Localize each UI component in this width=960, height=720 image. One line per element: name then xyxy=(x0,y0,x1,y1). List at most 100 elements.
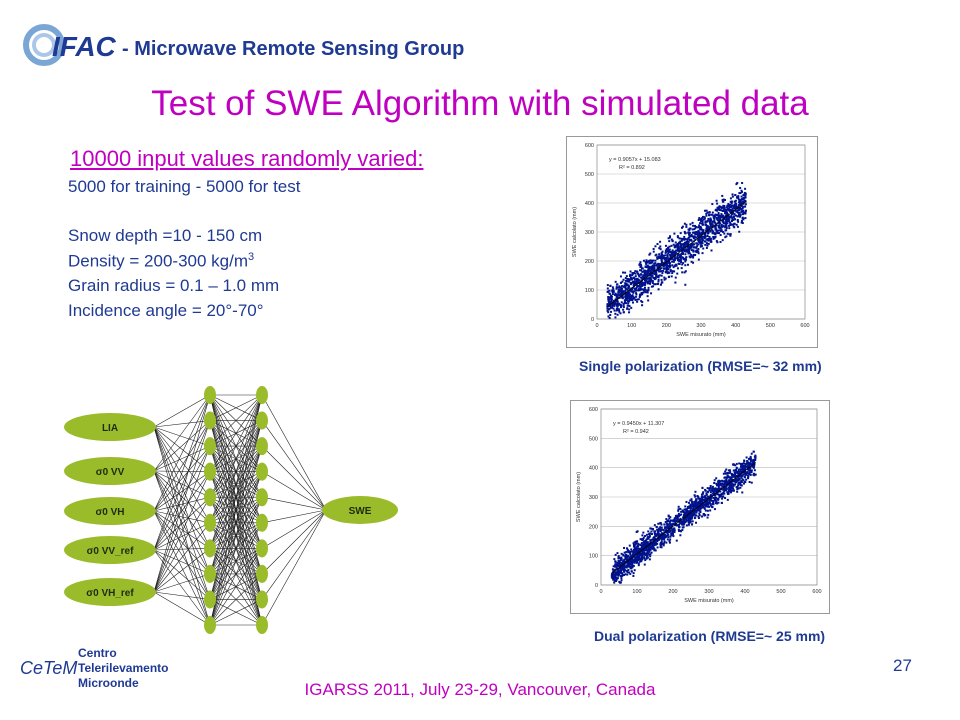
scatter-point xyxy=(629,281,632,284)
scatter-point xyxy=(631,299,634,302)
scatter-point xyxy=(725,227,728,230)
scatter-point xyxy=(630,290,633,293)
scatter-point xyxy=(671,249,674,252)
scatter-point xyxy=(678,258,681,261)
scatter-point xyxy=(624,561,627,564)
scatter-point xyxy=(742,471,745,474)
scatter-point xyxy=(626,293,629,296)
scatter-point xyxy=(683,508,686,511)
scatter-point xyxy=(685,512,688,515)
scatter-point xyxy=(627,287,630,290)
scatter-point xyxy=(716,217,719,220)
scatter-point xyxy=(637,557,640,560)
scatter-point xyxy=(726,211,729,214)
scatter-point xyxy=(747,469,750,472)
scatter-point xyxy=(645,262,648,265)
scatter-point xyxy=(704,220,707,223)
scatter-point xyxy=(649,540,652,543)
scatter-point xyxy=(725,487,728,490)
hidden-node-layer2 xyxy=(256,386,268,404)
scatter-point xyxy=(639,261,642,264)
scatter-point xyxy=(728,204,731,207)
scatter-point xyxy=(725,477,728,480)
scatter-point xyxy=(615,295,618,298)
scatter-point xyxy=(739,465,742,468)
scatter-point xyxy=(627,284,630,287)
scatter-point xyxy=(639,538,642,541)
scatter-point xyxy=(637,289,640,292)
x-tick-label: 300 xyxy=(704,589,713,595)
scatter-point xyxy=(650,538,653,541)
scatter-point xyxy=(724,214,727,217)
scatter-point xyxy=(661,255,664,258)
scatter-point xyxy=(628,308,631,311)
scatter-point xyxy=(628,564,631,567)
scatter-point xyxy=(668,245,671,248)
scatter-point xyxy=(751,465,754,468)
scatter-point xyxy=(725,476,728,479)
scatter-point xyxy=(720,494,723,497)
scatter-point xyxy=(641,282,644,285)
scatter-point xyxy=(642,536,645,539)
connection xyxy=(153,591,211,600)
hidden-node-layer1 xyxy=(204,539,216,558)
scatter-point xyxy=(679,507,682,510)
scatter-point xyxy=(743,460,746,463)
scatter-point xyxy=(720,501,723,504)
scatter-point xyxy=(610,310,613,313)
scatter-point xyxy=(721,492,724,495)
scatter-point xyxy=(630,288,633,291)
scatter-point xyxy=(740,479,743,482)
scatter-point xyxy=(716,498,719,501)
scatter-point xyxy=(671,524,674,527)
scatter-point xyxy=(719,229,722,232)
scatter-point xyxy=(625,556,628,559)
scatter-point xyxy=(636,300,639,303)
connection xyxy=(209,394,263,626)
scatter-point xyxy=(626,283,629,286)
scatter-point xyxy=(723,207,726,210)
scatter-point xyxy=(671,254,674,257)
scatter-point xyxy=(697,252,700,255)
scatter-point xyxy=(639,548,642,551)
scatter-point xyxy=(690,509,693,512)
scatter-point xyxy=(745,478,748,481)
scatter-point xyxy=(706,244,709,247)
scatter-point xyxy=(743,197,746,200)
connection xyxy=(261,509,327,575)
scatter-point xyxy=(677,523,680,526)
scatter-point xyxy=(662,256,665,259)
scatter-point xyxy=(684,248,687,251)
scatter-point xyxy=(736,488,739,491)
scatter-point xyxy=(729,221,732,224)
scatter-point xyxy=(628,561,631,564)
scatter-point xyxy=(697,515,700,518)
scatter-point xyxy=(642,283,645,286)
r-squared: R² = 0.892 xyxy=(619,165,645,171)
scatter-point xyxy=(675,519,678,522)
scatter-point xyxy=(629,278,632,281)
scatter-point xyxy=(679,257,682,260)
scatter-point xyxy=(617,288,620,291)
scatter-point xyxy=(687,252,690,255)
scatter-point xyxy=(703,507,706,510)
scatter-point xyxy=(704,243,707,246)
scatter-point xyxy=(746,461,749,464)
single-polarization-caption: Single polarization (RMSE=~ 32 mm) xyxy=(579,358,822,374)
scatter-point xyxy=(635,270,638,273)
scatter-point xyxy=(708,495,711,498)
scatter-point xyxy=(633,541,636,544)
scatter-point xyxy=(653,536,656,539)
scatter-point xyxy=(737,481,740,484)
scatter-point xyxy=(613,299,616,302)
scatter-point xyxy=(659,240,662,243)
connection xyxy=(153,426,211,574)
scatter-point xyxy=(666,272,669,275)
connection xyxy=(209,394,263,447)
scatter-point xyxy=(684,511,687,514)
scatter-point xyxy=(675,251,678,254)
scatter-point xyxy=(695,506,698,509)
scatter-point xyxy=(620,565,623,568)
scatter-point xyxy=(612,565,615,568)
